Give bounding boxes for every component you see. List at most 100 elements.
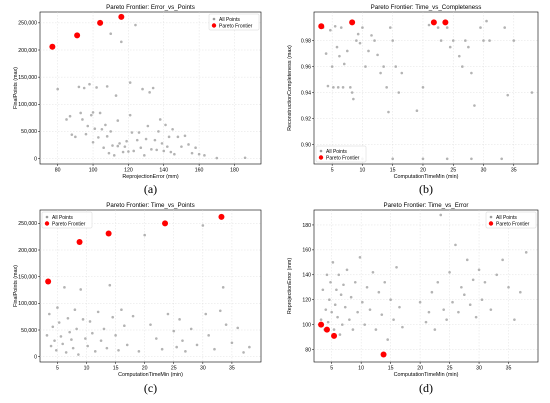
data-point [207, 334, 210, 337]
data-point [451, 39, 455, 42]
pareto-point [380, 351, 387, 358]
data-point [143, 233, 146, 237]
data-point [204, 312, 208, 316]
data-point [111, 144, 114, 147]
legend-marker [318, 155, 324, 160]
data-point [160, 347, 164, 351]
data-point [195, 343, 199, 347]
data-point [123, 324, 126, 328]
legend-label: All Points [496, 215, 517, 221]
x-tick-label: 5 [330, 366, 333, 372]
pareto-point [162, 220, 169, 227]
data-point [391, 39, 395, 42]
data-point [427, 23, 431, 27]
plot-frame [39, 209, 262, 363]
data-point [169, 150, 173, 154]
data-point [367, 49, 370, 53]
y-tick-label: 50,000 [21, 129, 37, 135]
legend-label: Pareto Frontier [219, 23, 253, 29]
legend-label: All Points [326, 149, 347, 155]
x-tick-label: 10 [358, 366, 364, 372]
data-point [125, 139, 128, 143]
data-point [150, 148, 153, 151]
legend-marker [319, 149, 323, 153]
x-tick-label: 35 [229, 366, 235, 372]
data-point [56, 306, 59, 309]
pareto-point [323, 326, 330, 333]
data-point [128, 81, 132, 84]
data-point [389, 298, 392, 302]
data-point [489, 308, 493, 311]
data-point [418, 300, 422, 304]
data-point [445, 157, 449, 161]
legend-box [315, 145, 367, 163]
data-point [65, 118, 68, 121]
pareto-series [45, 213, 225, 285]
data-point [331, 261, 335, 264]
pareto-point [430, 19, 437, 26]
data-point [158, 118, 162, 121]
data-point [348, 318, 351, 321]
data-point [380, 313, 384, 316]
pareto-point [74, 32, 81, 39]
data-point [108, 283, 112, 287]
chart-title: Pareto Frontier: Error_vs_Points [106, 4, 195, 11]
data-point [53, 339, 56, 342]
data-point [457, 310, 460, 314]
data-point [421, 86, 425, 89]
data-point [132, 149, 136, 153]
x-tick-label: 15 [113, 366, 119, 372]
data-point [84, 132, 88, 136]
data-point [45, 334, 49, 337]
data-point [173, 152, 176, 156]
data-point [474, 315, 478, 319]
y-tick-label: 50,000 [21, 328, 37, 334]
data-point [183, 134, 187, 138]
y-tick-label: 100,000 [18, 301, 37, 307]
data-point [328, 298, 331, 302]
y-tick-label: 200,000 [18, 48, 37, 54]
data-point [445, 318, 448, 321]
data-point [81, 118, 84, 121]
data-point [176, 135, 180, 139]
data-point [125, 343, 129, 347]
data-point [351, 328, 355, 331]
data-point [361, 300, 364, 304]
data-point [143, 154, 146, 157]
data-point [57, 321, 61, 324]
data-point [358, 256, 362, 259]
x-tick-label: 15 [390, 168, 396, 174]
data-point [120, 40, 123, 44]
data-point [503, 26, 507, 29]
x-tick-label: 80 [55, 168, 61, 174]
data-point [430, 290, 434, 294]
data-point [383, 280, 387, 284]
data-point [421, 157, 425, 161]
data-point [353, 280, 357, 284]
legend-box [485, 211, 537, 229]
data-point [54, 348, 58, 352]
x-tick-label: 25 [450, 168, 456, 174]
data-point [336, 86, 340, 89]
data-point [86, 344, 89, 348]
x-tick-label: 120 [124, 168, 133, 174]
data-point [134, 23, 137, 27]
data-point [93, 350, 97, 353]
data-point [137, 350, 141, 353]
data-point [471, 278, 475, 282]
data-point [507, 285, 510, 289]
pareto-point [318, 23, 325, 30]
figure-caption: (a) [144, 182, 157, 196]
y-tick-label: 80 [305, 347, 311, 353]
data-point [49, 344, 53, 348]
data-point [342, 283, 345, 287]
data-point [160, 142, 164, 145]
data-point [333, 24, 337, 28]
data-point [141, 87, 144, 91]
data-point [485, 19, 488, 23]
data-point [218, 309, 222, 313]
y-tick-label: 0 [34, 156, 37, 162]
data-point [339, 26, 343, 29]
data-point [349, 86, 352, 89]
